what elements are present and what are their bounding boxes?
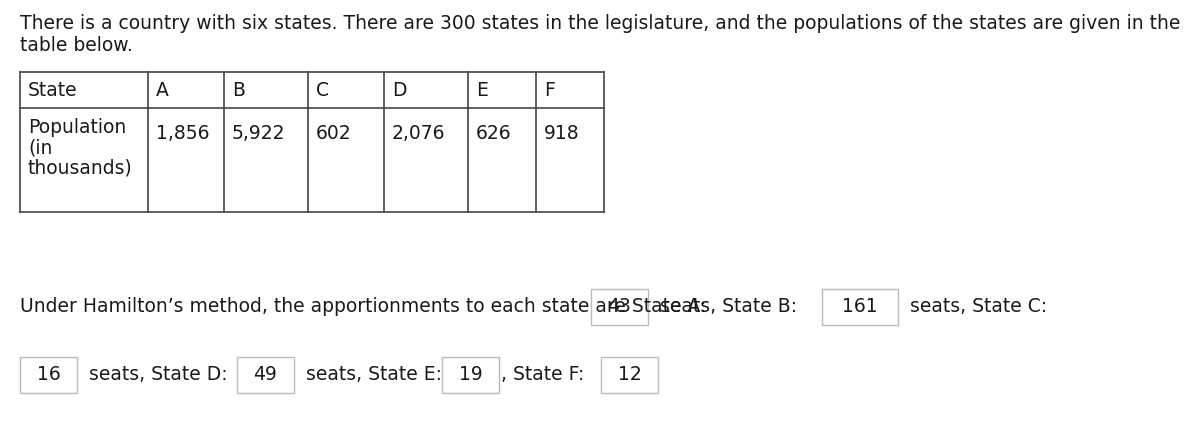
Bar — [822, 289, 898, 325]
Text: D: D — [392, 81, 407, 100]
Text: 49: 49 — [253, 365, 277, 384]
Text: seats, State C:: seats, State C: — [910, 298, 1048, 316]
Text: 5,922: 5,922 — [232, 124, 286, 143]
Bar — [238, 357, 294, 393]
Text: Under Hamilton’s method, the apportionments to each state are State A:: Under Hamilton’s method, the apportionme… — [20, 298, 707, 316]
Text: 12: 12 — [618, 365, 641, 384]
Text: 602: 602 — [316, 124, 352, 143]
Text: seats, State D:: seats, State D: — [89, 365, 228, 384]
Text: table below.: table below. — [20, 36, 133, 55]
Text: State: State — [28, 81, 78, 100]
Text: E: E — [476, 81, 488, 100]
Text: 16: 16 — [37, 365, 60, 384]
Text: There is a country with six states. There are 300 states in the legislature, and: There is a country with six states. Ther… — [20, 14, 1181, 33]
Text: 1,856: 1,856 — [156, 124, 210, 143]
Text: B: B — [232, 81, 245, 100]
Bar — [592, 289, 648, 325]
Bar — [442, 357, 499, 393]
Text: Population: Population — [28, 118, 126, 137]
Text: A: A — [156, 81, 169, 100]
Text: 161: 161 — [842, 298, 878, 316]
Text: 19: 19 — [458, 365, 482, 384]
Text: , State F:: , State F: — [502, 365, 584, 384]
Text: C: C — [316, 81, 329, 100]
Bar — [601, 357, 658, 393]
Text: 918: 918 — [544, 124, 580, 143]
Bar — [20, 357, 77, 393]
Text: 43: 43 — [607, 298, 631, 316]
Text: seats, State E:: seats, State E: — [306, 365, 442, 384]
Text: 626: 626 — [476, 124, 511, 143]
Text: thousands): thousands) — [28, 158, 133, 177]
Text: F: F — [544, 81, 554, 100]
Text: 2,076: 2,076 — [392, 124, 445, 143]
Text: (in: (in — [28, 138, 53, 157]
Text: seats, State B:: seats, State B: — [660, 298, 797, 316]
